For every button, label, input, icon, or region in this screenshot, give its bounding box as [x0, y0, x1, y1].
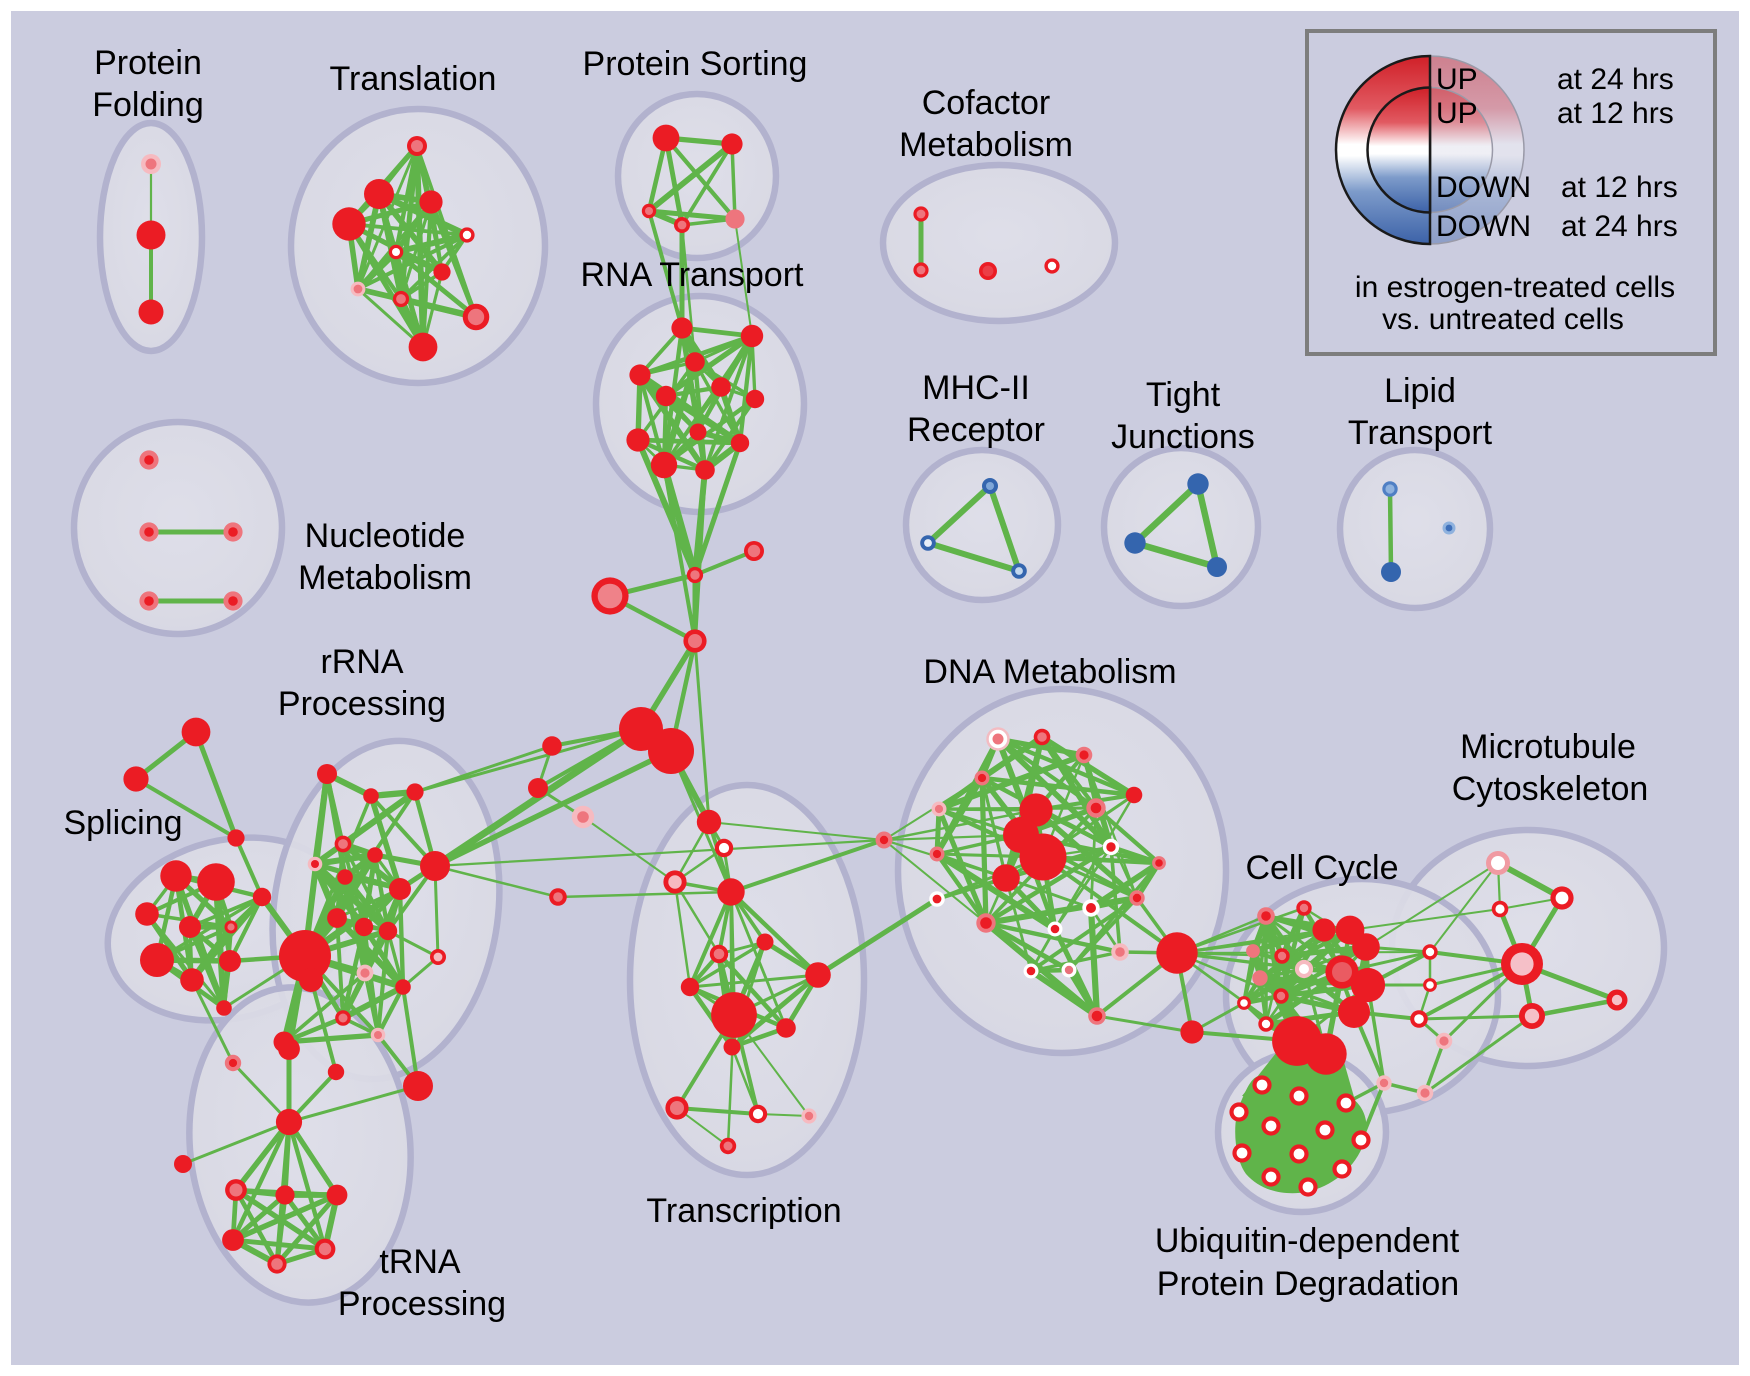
svg-text:Splicing: Splicing	[63, 804, 182, 842]
svg-text:in estrogen-treated cells: in estrogen-treated cells	[1355, 271, 1675, 304]
svg-text:UP: UP	[1436, 97, 1478, 130]
svg-text:Folding: Folding	[92, 86, 204, 124]
svg-text:Processing: Processing	[338, 1285, 506, 1323]
svg-text:Protein Sorting: Protein Sorting	[583, 45, 808, 83]
svg-text:Ubiquitin-dependent: Ubiquitin-dependent	[1155, 1222, 1460, 1260]
svg-text:at 24 hrs: at 24 hrs	[1557, 63, 1674, 96]
svg-text:Cytoskeleton: Cytoskeleton	[1452, 770, 1649, 808]
svg-text:Receptor: Receptor	[907, 411, 1045, 449]
svg-text:UP: UP	[1436, 63, 1478, 96]
svg-text:Transcription: Transcription	[646, 1192, 841, 1230]
svg-text:Cofactor: Cofactor	[922, 84, 1051, 122]
svg-text:Junctions: Junctions	[1111, 418, 1255, 456]
svg-text:Transport: Transport	[1348, 414, 1493, 452]
svg-text:DOWN: DOWN	[1436, 210, 1531, 243]
svg-text:vs. untreated cells: vs. untreated cells	[1382, 303, 1624, 336]
svg-text:Tight: Tight	[1146, 376, 1221, 414]
svg-text:at 12 hrs: at 12 hrs	[1561, 171, 1678, 204]
svg-text:DNA Metabolism: DNA Metabolism	[923, 653, 1176, 691]
svg-text:Processing: Processing	[278, 685, 446, 723]
svg-text:at 24 hrs: at 24 hrs	[1561, 210, 1678, 243]
svg-text:Lipid: Lipid	[1384, 372, 1456, 410]
svg-text:RNA Transport: RNA Transport	[581, 256, 805, 294]
svg-text:rRNA: rRNA	[320, 643, 403, 681]
svg-text:Metabolism: Metabolism	[899, 126, 1073, 164]
svg-text:Protein Degradation: Protein Degradation	[1157, 1265, 1459, 1303]
svg-text:Nucleotide: Nucleotide	[305, 517, 466, 555]
svg-text:Translation: Translation	[330, 60, 497, 98]
svg-text:tRNA: tRNA	[379, 1243, 461, 1281]
svg-text:at 12 hrs: at 12 hrs	[1557, 97, 1674, 130]
svg-text:Cell Cycle: Cell Cycle	[1245, 849, 1398, 887]
svg-text:Protein: Protein	[94, 44, 202, 82]
svg-text:Metabolism: Metabolism	[298, 559, 472, 597]
svg-text:Microtubule: Microtubule	[1460, 728, 1636, 766]
svg-text:DOWN: DOWN	[1436, 171, 1531, 204]
svg-text:MHC-II: MHC-II	[922, 369, 1030, 407]
